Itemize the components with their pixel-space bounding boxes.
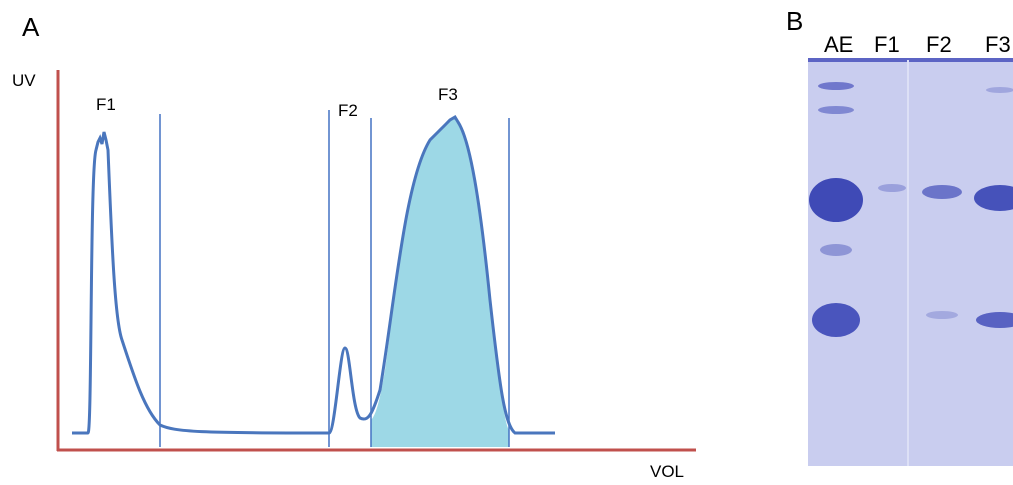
peak-label: F3 bbox=[438, 85, 458, 104]
lane-label: F3 bbox=[985, 32, 1011, 57]
peak-label: F1 bbox=[96, 95, 116, 114]
panel-label: A bbox=[22, 12, 40, 42]
panel-label: B bbox=[786, 6, 803, 36]
band bbox=[818, 82, 854, 90]
band bbox=[922, 185, 962, 199]
band bbox=[986, 87, 1013, 93]
band bbox=[820, 244, 852, 256]
lane-label: F1 bbox=[874, 32, 900, 57]
band bbox=[812, 303, 860, 337]
lane-label: AE bbox=[824, 32, 853, 57]
page: A UV VOL F1 F2 F3 B AE F1 F2 F3 (() => {… bbox=[0, 0, 1013, 485]
gel bbox=[808, 58, 1013, 466]
lane-label: F2 bbox=[926, 32, 952, 57]
y-axis-label: UV bbox=[12, 71, 36, 90]
gel-top bbox=[808, 58, 1013, 62]
band bbox=[878, 184, 906, 192]
band bbox=[818, 106, 854, 114]
band bbox=[926, 311, 958, 319]
x-axis-label: VOL bbox=[650, 462, 684, 481]
gel-background bbox=[808, 58, 1013, 466]
figure: A UV VOL F1 F2 F3 B AE F1 F2 F3 bbox=[0, 0, 1013, 485]
band bbox=[809, 178, 863, 222]
axes bbox=[57, 70, 696, 451]
peak-label: F2 bbox=[338, 101, 358, 120]
